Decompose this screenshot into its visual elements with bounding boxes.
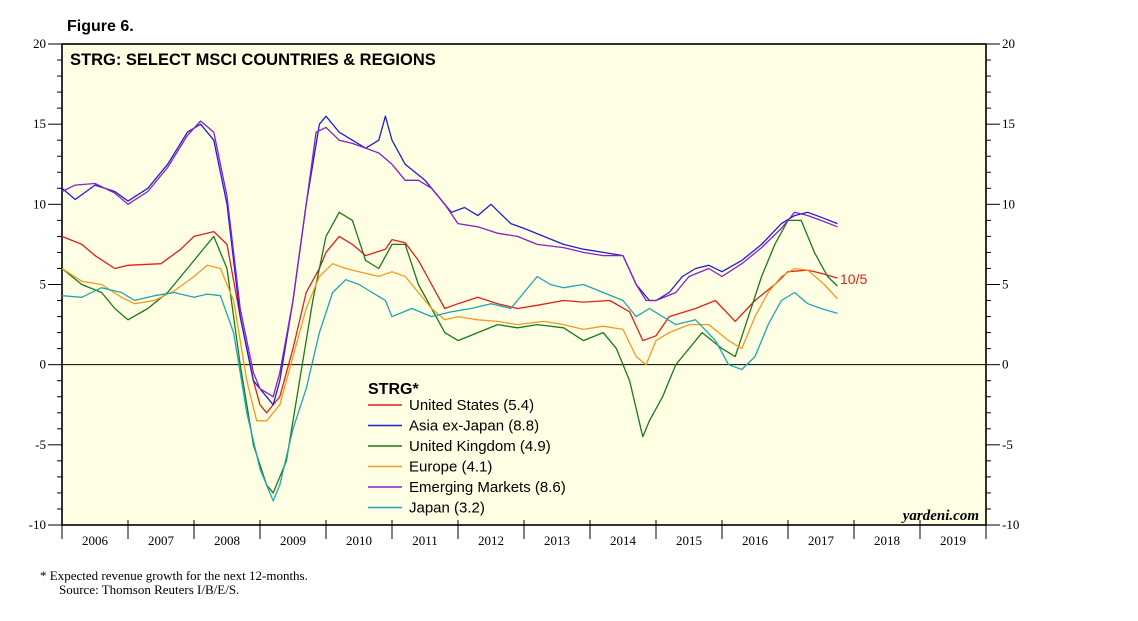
watermark: yardeni.com (901, 508, 979, 524)
x-tick-label: 2011 (412, 533, 438, 548)
series-line-europe (61, 263, 838, 422)
x-tick-label: 2014 (610, 533, 637, 548)
y-tick-label-right: 10 (1002, 196, 1015, 211)
y-tick-label-left: 20 (33, 36, 46, 51)
legend-title: STRG* (368, 381, 419, 398)
series-line-united-kingdom (61, 211, 838, 494)
x-tick-label: 2017 (808, 533, 835, 548)
y-axis-right: -10 -5 0 5 10 15 20 (1002, 36, 1019, 532)
y-tick-label-right: 5 (1002, 277, 1009, 292)
chart-title: STRG: SELECT MSCI COUNTRIES & REGIONS (70, 51, 436, 69)
y-tick-label-right: 0 (1002, 357, 1009, 372)
legend-label: United Kingdom (4.9) (409, 438, 551, 455)
legend-label: Japan (3.2) (409, 500, 485, 517)
legend-label: Asia ex-Japan (8.8) (409, 418, 539, 435)
y-tick-label-right: 15 (1002, 116, 1015, 131)
x-tick-label: 2019 (940, 533, 966, 548)
y-tick-label-left: 0 (40, 357, 47, 372)
legend-label: Europe (4.1) (409, 459, 492, 476)
x-tick-label: 2006 (82, 533, 109, 548)
series-line-asia-ex-japan (61, 115, 838, 406)
figure-label: Figure 6. (67, 18, 134, 35)
x-tick-label: 2007 (148, 533, 175, 548)
x-tick-label: 2009 (280, 533, 306, 548)
y-tick-label-left: 10 (33, 196, 46, 211)
series-line-japan (61, 275, 838, 502)
x-tick-label: 2010 (346, 533, 372, 548)
y-tick-label-left: -10 (29, 517, 46, 532)
footnote: * Expected revenue growth for the next 1… (40, 568, 308, 583)
y-tick-label-right: -10 (1002, 517, 1019, 532)
x-tick-label: 2008 (214, 533, 240, 548)
y-tick-label-left: -5 (35, 437, 46, 452)
y-tick-label-left: 5 (40, 277, 47, 292)
x-axis: 2006 2007 2008 2009 2010 2011 2012 2013 2014 2015… (82, 533, 966, 548)
series-lines (61, 115, 838, 502)
x-tick-label: 2013 (544, 533, 570, 548)
y-tick-label-left: 15 (33, 116, 46, 131)
legend-label: United States (5.4) (409, 397, 534, 414)
x-tick-label: 2015 (676, 533, 702, 548)
y-axis-left: -10 -5 0 5 10 15 20 (29, 36, 46, 532)
axis-ticks (48, 43, 1000, 539)
y-tick-label-right: -5 (1002, 437, 1013, 452)
y-tick-label-right: 20 (1002, 36, 1015, 51)
plot-area (61, 43, 987, 526)
series-line-emerging-markets (61, 120, 838, 398)
legend: STRG* United States (5.4) Asia ex-Japan (… (368, 381, 566, 517)
end-label: 10/5 (840, 271, 867, 287)
source-note: Source: Thomson Reuters I/B/E/S. (59, 582, 239, 597)
x-tick-label: 2012 (478, 533, 504, 548)
x-tick-label: 2016 (742, 533, 769, 548)
series-line-united-states (61, 230, 838, 414)
legend-label: Emerging Markets (8.6) (409, 479, 566, 496)
x-tick-label: 2018 (874, 533, 900, 548)
